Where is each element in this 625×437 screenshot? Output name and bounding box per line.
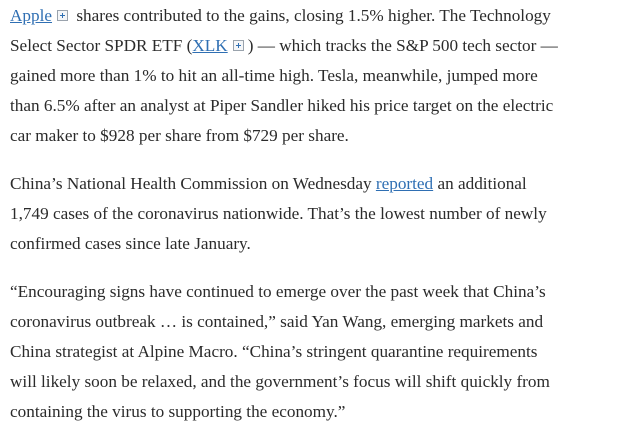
link[interactable]: Apple [10,6,53,25]
text-line: Select Sector SPDR ETF (XLK ) — which tra… [10,31,625,61]
text: an additional [433,174,527,193]
paragraph: Apple shares contributed to the gains, c… [10,1,625,151]
text: shares contributed to the gains, closing… [72,6,551,25]
text: China’s National Health Commission on We… [10,174,376,193]
link[interactable]: reported [375,174,434,193]
text-line: will likely soon be relaxed, and the gov… [10,367,625,397]
paragraph: “Encouraging signs have continued to eme… [10,277,625,427]
text: ) — which tracks the S&P 500 tech sector… [247,36,558,55]
text: China strategist at Alpine Macro. “China… [10,342,538,361]
text: Select Sector SPDR ETF ( [10,36,193,55]
article-body: Apple shares contributed to the gains, c… [10,1,625,427]
text: “Encouraging signs have continued to eme… [10,282,546,301]
text-line: confirmed cases since late January. [10,229,625,259]
paragraph: China’s National Health Commission on We… [10,169,625,259]
link-icon[interactable] [57,10,69,21]
text: will likely soon be relaxed, and the gov… [10,372,550,391]
text: containing the virus to supporting the e… [10,402,346,421]
text-line: than 6.5% after an analyst at Piper Sand… [10,91,625,121]
text: than 6.5% after an analyst at Piper Sand… [10,96,554,115]
text-line: gained more than 1% to hit an all-time h… [10,61,625,91]
text: gained more than 1% to hit an all-time h… [10,66,538,85]
text-line: containing the virus to supporting the e… [10,397,625,427]
text-line: “Encouraging signs have continued to eme… [10,277,625,307]
text-line: car maker to $928 per share from $729 pe… [10,121,625,151]
text: car maker to $928 per share from $729 pe… [10,126,349,145]
text-line: coronavirus outbreak … is contained,” sa… [10,307,625,337]
link-icon[interactable] [232,40,244,51]
text: confirmed cases since late January. [10,234,251,253]
text-line: China strategist at Alpine Macro. “China… [10,337,625,367]
text-line: China’s National Health Commission on We… [10,169,625,199]
text: coronavirus outbreak … is contained,” sa… [10,312,544,331]
link[interactable]: XLK [192,36,228,55]
text-line: Apple shares contributed to the gains, c… [10,1,625,31]
text: 1,749 cases of the coronavirus nationwid… [10,204,547,223]
text-line: 1,749 cases of the coronavirus nationwid… [10,199,625,229]
